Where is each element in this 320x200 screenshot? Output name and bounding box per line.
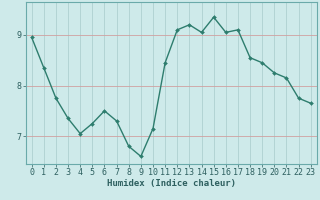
X-axis label: Humidex (Indice chaleur): Humidex (Indice chaleur)	[107, 179, 236, 188]
